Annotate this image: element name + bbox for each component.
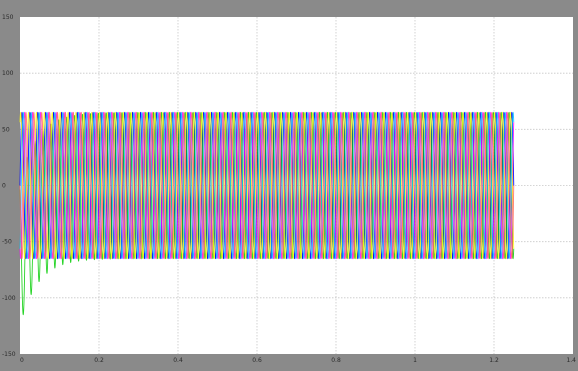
y-tick-label: -50 (2, 239, 12, 246)
y-tick-label: -150 (2, 351, 16, 358)
series-line-3 (19, 111, 515, 260)
series-line-6 (19, 111, 515, 260)
x-tick-label: 1 (413, 357, 417, 364)
x-tick-label: 1.4 (566, 357, 576, 364)
y-tick-label: -100 (2, 295, 16, 302)
y-tick-label: 150 (2, 14, 14, 21)
y-tick-labels: 150 100 50 0 -50 -100 -150 (2, 14, 16, 358)
series-lines (19, 111, 515, 316)
x-tick-label: 0.2 (94, 357, 104, 364)
x-tick-label: 0.6 (252, 357, 262, 364)
x-tick-label: 0.8 (331, 357, 341, 364)
y-tick-label: 100 (2, 70, 14, 77)
x-tick-label: 1.2 (489, 357, 499, 364)
y-tick-label: 50 (2, 126, 10, 133)
x-tick-label: 0 (20, 357, 24, 364)
y-tick-label: 0 (2, 183, 6, 190)
x-tick-label: 0.4 (173, 357, 183, 364)
x-tick-labels: 0 0.2 0.4 0.6 0.8 1 1.2 1.4 (20, 357, 576, 364)
